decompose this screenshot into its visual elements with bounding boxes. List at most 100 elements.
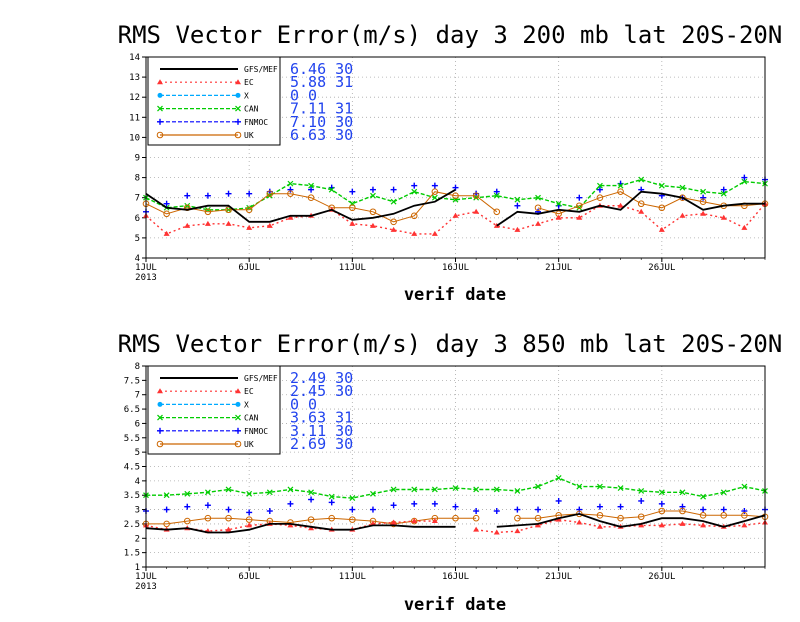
y-tick-label: 6	[135, 419, 140, 429]
legend-box	[147, 365, 281, 455]
data-point	[431, 188, 439, 195]
y-tick-label: 10	[129, 133, 140, 143]
data-point	[370, 490, 376, 497]
data-point	[535, 483, 541, 490]
data-point	[617, 202, 624, 208]
data-point	[287, 180, 294, 187]
data-point	[308, 182, 314, 189]
series-fnmoc	[143, 496, 768, 516]
data-point	[576, 483, 583, 490]
legend-stat: 6.46 30	[290, 60, 353, 78]
data-point	[157, 414, 163, 421]
y-tick-label: 8	[135, 362, 140, 372]
series-line	[145, 188, 456, 223]
y-tick-label: 3.5	[124, 491, 140, 501]
data-point	[234, 131, 242, 139]
y-tick-label: 7	[135, 194, 140, 204]
data-point	[163, 492, 170, 499]
data-point	[699, 198, 707, 206]
data-point	[235, 105, 241, 112]
data-point	[514, 514, 521, 522]
data-point	[700, 188, 707, 195]
legend-stat: 0 0	[290, 86, 317, 104]
data-point	[235, 401, 241, 407]
data-point	[328, 514, 336, 522]
data-point	[658, 489, 665, 496]
data-point	[308, 525, 315, 531]
data-point	[720, 512, 728, 519]
y-tick-label: 7	[135, 391, 140, 401]
x-tick-label: 6JUL	[238, 263, 260, 273]
data-point	[431, 194, 438, 201]
legend-stat: 5.88 31	[290, 73, 353, 91]
y-tick-label: 6	[135, 214, 140, 224]
legend-stat: 2.49 30	[290, 369, 353, 387]
data-point	[225, 514, 232, 522]
data-point	[514, 528, 521, 534]
data-point	[493, 486, 500, 493]
x-tick-label-year: 2013	[135, 582, 157, 592]
data-point	[157, 388, 163, 394]
data-point	[617, 188, 624, 195]
data-point	[555, 475, 562, 481]
legend-label: GFS/MEF	[244, 65, 278, 74]
legend-label: X	[244, 91, 249, 100]
data-point	[493, 529, 500, 535]
data-point	[349, 516, 356, 523]
series-line	[496, 512, 766, 528]
legend-label: FNMOC	[244, 427, 268, 436]
data-point	[369, 208, 377, 216]
chart-title: RMS Vector Error(m/s) day 3 850 mb lat 2…	[118, 330, 783, 358]
data-point	[287, 214, 294, 220]
data-point	[235, 79, 241, 85]
legend-box	[147, 56, 281, 146]
y-tick-label: 5	[135, 448, 140, 458]
data-point	[184, 490, 191, 497]
data-point	[658, 507, 666, 515]
x-tick-label: 16JUL	[442, 572, 469, 582]
x-tick-label: 21JUL	[545, 572, 572, 582]
series-line	[146, 517, 477, 525]
data-point	[638, 208, 645, 214]
legend-label: FNMOC	[244, 118, 268, 127]
data-point	[452, 212, 459, 218]
y-tick-label: 2.5	[124, 520, 140, 530]
data-point	[576, 204, 583, 211]
data-point	[157, 79, 163, 85]
series-can	[143, 176, 768, 213]
y-tick-label: 4	[135, 477, 140, 487]
data-point	[637, 200, 645, 208]
y-tick-label: 2	[135, 534, 140, 544]
data-point	[596, 194, 604, 201]
data-point	[638, 176, 645, 183]
series-line	[517, 510, 766, 519]
data-point	[637, 513, 645, 521]
data-point	[741, 483, 748, 490]
plot-frame	[145, 56, 766, 259]
data-point	[741, 178, 748, 185]
data-point	[390, 226, 397, 232]
data-point	[576, 202, 583, 210]
data-point	[720, 190, 727, 197]
data-point	[370, 192, 376, 199]
data-point	[390, 218, 397, 226]
legend-label: EC	[244, 387, 254, 396]
data-point	[720, 489, 727, 496]
legend-stat: 0 0	[290, 395, 317, 413]
data-point	[157, 401, 163, 407]
x-axis-label: verif date	[404, 595, 506, 615]
data-point	[658, 204, 666, 212]
y-tick-label: 7.5	[124, 376, 140, 386]
data-point	[369, 222, 376, 228]
data-point	[473, 194, 480, 201]
data-point	[576, 214, 583, 220]
data-point	[234, 440, 242, 448]
y-tick-label: 14	[129, 53, 140, 63]
data-point	[225, 526, 232, 532]
x-tick-label: 1JUL	[135, 263, 157, 273]
y-tick-label: 4.5	[124, 463, 140, 473]
data-point	[700, 493, 707, 500]
series-line	[145, 191, 498, 223]
x-tick-label: 6JUL	[238, 572, 260, 582]
legend-label: CAN	[244, 414, 259, 423]
